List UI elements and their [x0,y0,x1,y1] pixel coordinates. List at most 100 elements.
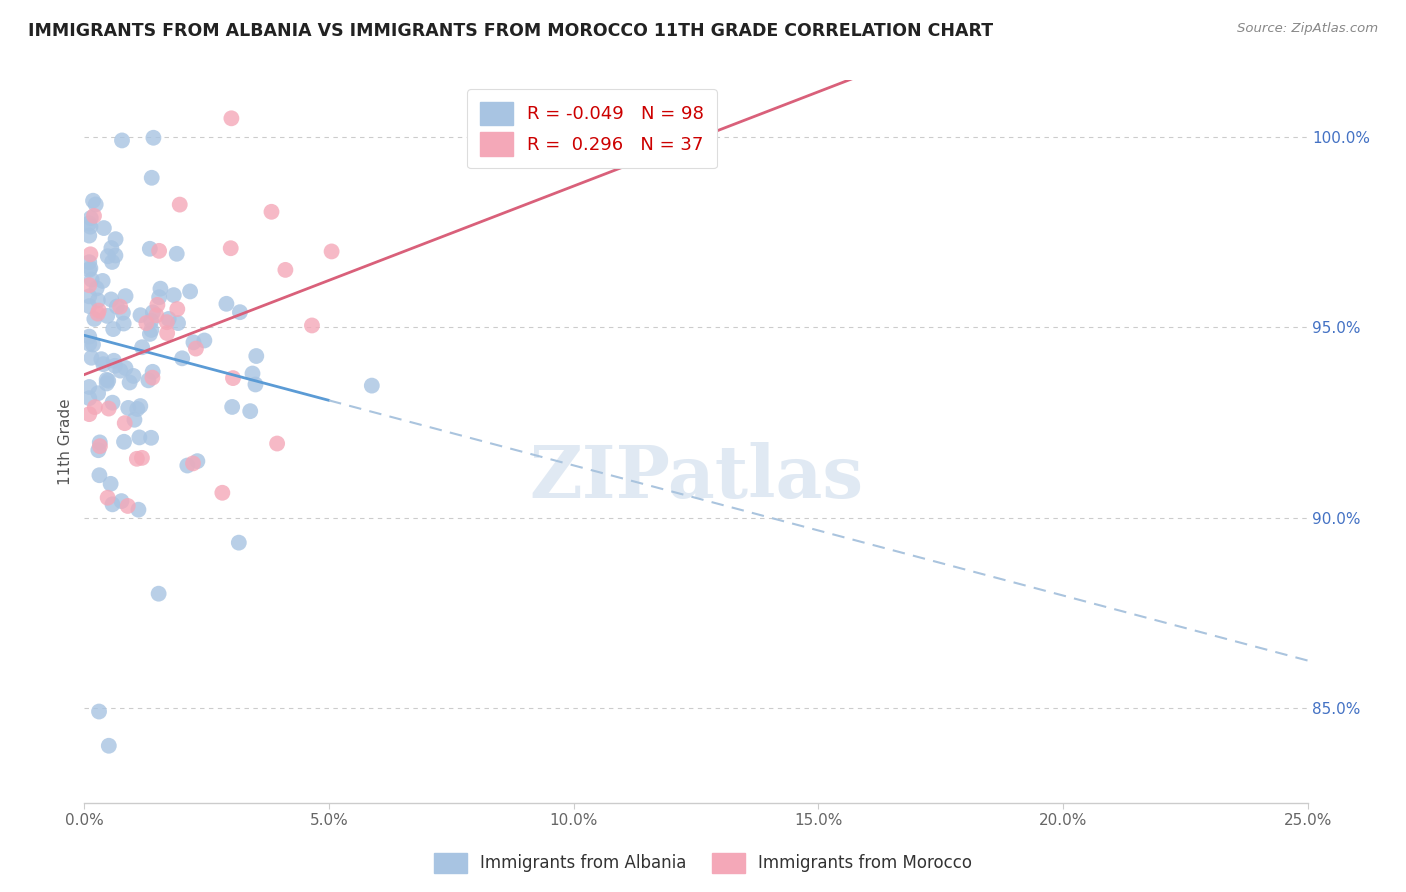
Point [245,377,267,392]
Point [89,435,111,450]
Point [77,336,100,351]
Point [163,288,186,302]
Point [110,494,132,508]
Point [84,197,107,211]
Point [108,300,131,314]
Point [139,326,162,341]
Point [127,401,149,416]
Point [129,308,152,322]
Point [141,370,163,384]
Point [100,476,122,491]
Point [86,281,108,295]
Point [360,378,382,392]
Point [141,323,163,337]
Point [77,255,100,269]
Point [100,293,122,307]
Point [114,289,136,303]
Y-axis label: 11th Grade: 11th Grade [58,398,73,485]
Point [139,242,162,256]
Point [222,371,245,385]
Point [229,305,252,319]
Point [169,197,191,211]
Point [77,289,100,303]
Point [114,361,136,376]
Point [274,263,297,277]
Point [79,261,101,276]
Point [77,391,100,405]
Point [104,232,127,246]
Point [124,413,146,427]
Point [83,400,105,414]
Point [77,278,100,293]
Point [79,247,101,261]
Legend: R = -0.049   N = 98, R =  0.296   N = 37: R = -0.049 N = 98, R = 0.296 N = 37 [467,89,717,169]
Point [91,357,114,371]
Text: IMMIGRANTS FROM ALBANIA VS IMMIGRANTS FROM MOROCCO 11TH GRADE CORRELATION CHART: IMMIGRANTS FROM ALBANIA VS IMMIGRANTS FR… [28,22,993,40]
Point [219,241,242,255]
Point [82,194,104,208]
Point [103,353,125,368]
Point [97,249,120,263]
Point [245,349,267,363]
Point [112,434,135,449]
Point [96,373,118,387]
Point [142,365,165,379]
Point [103,322,125,336]
Point [80,211,103,225]
Point [110,363,132,377]
Point [97,374,120,388]
Point [105,300,128,314]
Point [228,535,250,549]
Point [129,399,152,413]
Point [77,216,100,230]
Point [184,342,207,356]
Point [167,316,190,330]
Point [141,170,163,185]
Point [148,244,170,258]
Point [166,301,188,316]
Point [131,450,153,465]
Point [148,290,170,304]
Point [141,314,163,328]
Point [97,401,120,416]
Point [186,454,208,468]
Point [125,451,148,466]
Point [181,457,204,471]
Point [96,376,118,391]
Point [142,130,165,145]
Point [146,298,169,312]
Point [117,499,139,513]
Point [118,376,141,390]
Point [89,439,111,453]
Point [93,221,115,235]
Point [221,400,243,414]
Point [90,352,112,367]
Point [101,255,124,269]
Point [77,263,100,277]
Text: ZIPatlas: ZIPatlas [529,442,863,513]
Point [127,502,149,516]
Point [321,244,343,259]
Point [77,380,100,394]
Point [80,273,103,287]
Point [176,458,198,473]
Point [157,312,180,326]
Point [172,351,194,366]
Point [145,308,167,322]
Point [111,133,134,147]
Point [183,335,205,350]
Point [156,326,179,340]
Point [91,274,114,288]
Point [77,228,100,243]
Point [661,130,683,145]
Point [117,401,139,415]
Legend: Immigrants from Albania, Immigrants from Morocco: Immigrants from Albania, Immigrants from… [427,847,979,880]
Point [100,241,122,255]
Point [301,318,323,333]
Point [221,112,243,126]
Point [149,282,172,296]
Point [166,247,188,261]
Point [87,307,110,321]
Point [148,587,170,601]
Point [112,317,135,331]
